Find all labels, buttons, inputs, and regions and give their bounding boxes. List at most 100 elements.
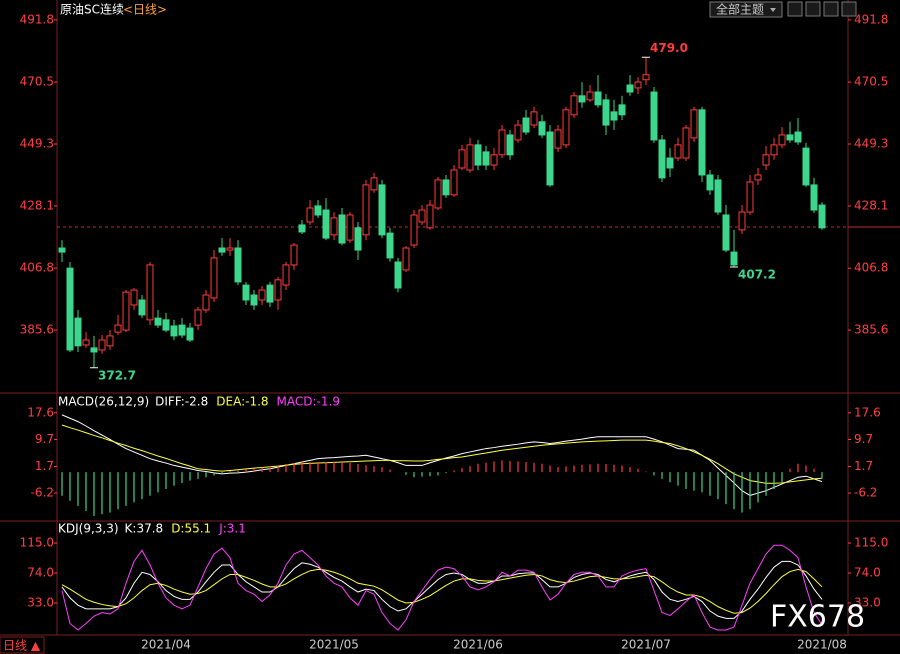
candle-body: [298, 224, 306, 233]
indicator-line: [61, 414, 823, 496]
candle-body: [770, 144, 778, 156]
y-tick-label: 17.6: [27, 405, 54, 419]
watermark: FX678: [770, 600, 865, 635]
y-tick-label: -6.2: [31, 486, 54, 500]
candle-body: [538, 121, 546, 136]
candle-body: [546, 131, 554, 186]
x-tick-label: 2021/05: [309, 638, 359, 652]
x-tick-label: 2021/04: [141, 638, 191, 652]
candle-body: [514, 124, 522, 141]
candle-body: [242, 284, 250, 301]
dropdown-arrow[interactable]: [770, 8, 776, 12]
y-tick-label: 428.1: [20, 198, 54, 212]
candle-body: [482, 151, 490, 166]
y-tick-label-right: -6.2: [854, 486, 877, 500]
theme-button-label[interactable]: 全部主题: [716, 2, 764, 17]
y-tick-label-right: 9.7: [854, 432, 873, 446]
candle-body: [490, 154, 498, 166]
candle-body: [594, 91, 602, 106]
candle-body: [554, 129, 562, 149]
tool-icon[interactable]: [805, 1, 821, 17]
legend-entry: DEA:-1.8: [216, 395, 268, 409]
candle-body: [626, 84, 634, 93]
candle-body: [530, 111, 538, 126]
candle-body: [730, 251, 738, 266]
candle-body: [370, 177, 378, 191]
candle-body: [210, 257, 218, 299]
candle-body: [234, 247, 242, 283]
y-tick-label: 406.8: [20, 261, 54, 275]
legend-entry: MACD:-1.9: [277, 395, 340, 409]
candle-body: [378, 184, 386, 236]
candle-body: [722, 214, 730, 251]
candle-body: [98, 339, 106, 351]
candle-body: [122, 291, 130, 331]
candle-body: [802, 147, 810, 186]
candle-body: [682, 127, 690, 159]
candle-body: [202, 294, 210, 311]
candle-body: [138, 299, 146, 316]
candle-body: [282, 264, 290, 286]
y-tick-label-right: 449.3: [854, 137, 888, 151]
candle-body: [714, 179, 722, 213]
y-tick-label-right: 470.5: [854, 75, 888, 89]
extreme-label: 372.7: [98, 368, 136, 382]
candle-body: [354, 227, 362, 251]
indicator-title: MACD(26,12,9): [58, 395, 149, 409]
candle-body: [322, 209, 330, 239]
tool-icon[interactable]: [787, 1, 803, 17]
candle-body: [570, 95, 578, 116]
y-tick-label: 449.3: [20, 137, 54, 151]
candle-body: [330, 217, 338, 236]
candle-body: [562, 109, 570, 146]
y-tick-label-right: 491.8: [854, 12, 888, 26]
candle-body: [578, 95, 586, 103]
candle-body: [786, 134, 794, 141]
extreme-label: 479.0: [650, 41, 688, 55]
candle-body: [498, 129, 506, 156]
candle-body: [346, 214, 354, 241]
period-button-label[interactable]: 日线 ▲: [3, 639, 41, 653]
candle-body: [162, 319, 170, 331]
candle-body: [194, 309, 202, 326]
candle-body: [74, 317, 82, 347]
candle-body: [186, 327, 194, 341]
frame: [0, 0, 900, 636]
candle-body: [818, 204, 826, 229]
candle-body: [698, 109, 706, 176]
candle-body: [618, 104, 626, 116]
theme-button[interactable]: [709, 1, 783, 18]
legend-entry: D:55.1: [171, 522, 211, 536]
y-tick-label-right: 33.0: [854, 595, 881, 609]
y-tick-label: 1.7: [35, 459, 54, 473]
y-tick-label-right: 428.1: [854, 198, 888, 212]
y-tick-label: 33.0: [27, 595, 54, 609]
candle-body: [258, 289, 266, 301]
candle-body: [738, 211, 746, 231]
indicator-title: KDJ(9,3,3): [58, 522, 119, 536]
candle-body: [474, 144, 482, 166]
candle-body: [170, 325, 178, 337]
candle-body: [154, 317, 162, 326]
candle-body: [82, 339, 90, 346]
period-button[interactable]: [0, 636, 45, 654]
toolbar: 全部主题: [709, 1, 857, 18]
candle-body: [634, 81, 642, 89]
x-tick-label: 2021/07: [621, 638, 671, 652]
extreme-label: 407.2: [738, 267, 776, 281]
candle-body: [402, 247, 410, 271]
indicator-line: [61, 544, 823, 631]
candle-body: [586, 91, 594, 101]
candle-body: [706, 174, 714, 191]
y-tick-label: 385.6: [20, 323, 54, 337]
candle-body: [426, 204, 434, 229]
candle-body: [650, 91, 658, 141]
tool-icon[interactable]: [823, 1, 839, 17]
candle-body: [90, 347, 98, 353]
candle-body: [226, 247, 234, 251]
candle-body: [658, 139, 666, 179]
y-tick-label: 9.7: [35, 432, 54, 446]
tool-icon[interactable]: [841, 1, 857, 17]
candle-body: [178, 324, 186, 336]
